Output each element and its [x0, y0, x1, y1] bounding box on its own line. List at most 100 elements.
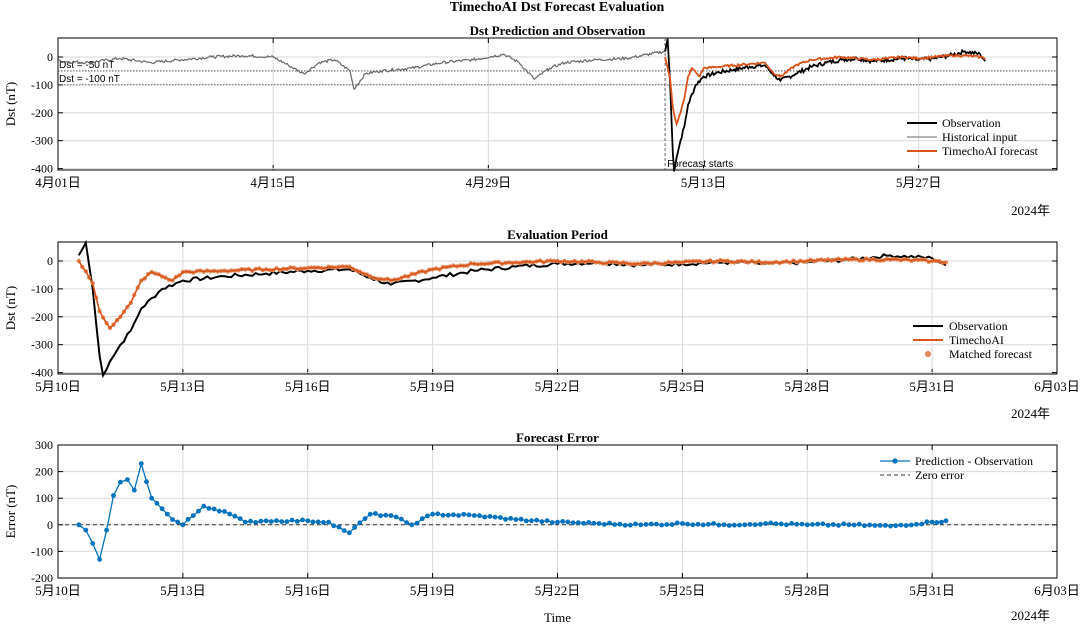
- y-tick-label: 200: [35, 465, 53, 479]
- y-tick-label: -200: [31, 106, 53, 120]
- legend-label: TimechoAI: [949, 333, 1004, 347]
- historical-input-line: [57, 50, 666, 90]
- error-point: [90, 541, 96, 546]
- error-point: [680, 521, 685, 526]
- error-point: [149, 495, 155, 501]
- error-point: [315, 519, 321, 525]
- error-point: [570, 520, 576, 526]
- error-point: [633, 521, 638, 527]
- error-point: [768, 520, 774, 526]
- y-tick-label: -400: [31, 366, 53, 380]
- error-point: [934, 520, 940, 525]
- y-tick-label: -100: [31, 544, 53, 558]
- panel-title: Dst Prediction and Observation: [470, 23, 646, 38]
- error-point: [414, 520, 420, 526]
- error-point: [508, 516, 514, 521]
- error-point: [591, 520, 597, 526]
- y-tick-label: -100: [31, 282, 53, 296]
- legend-label: Observation: [949, 319, 1008, 333]
- error-point: [258, 518, 264, 524]
- error-point: [534, 517, 540, 523]
- error-point: [882, 523, 888, 528]
- y-tick-label: -200: [31, 310, 53, 324]
- x-tick-label: 5月10日: [35, 379, 81, 394]
- error-point: [451, 512, 456, 518]
- error-line: [78, 461, 947, 562]
- error-point: [513, 517, 519, 522]
- error-point: [310, 519, 316, 525]
- error-point: [721, 522, 727, 528]
- error-point: [388, 513, 394, 518]
- error-point: [549, 520, 555, 525]
- error-point: [242, 519, 248, 525]
- error-point: [596, 521, 602, 526]
- error-point: [862, 523, 867, 529]
- plot-frame: [57, 241, 1058, 375]
- x-tick-label: 4月01日: [35, 175, 81, 190]
- panel-title: Forecast Error: [516, 430, 599, 445]
- error-point: [685, 521, 690, 527]
- x-tick-label: 6月03日: [1034, 583, 1080, 598]
- error-point: [232, 513, 238, 519]
- error-point: [695, 521, 701, 527]
- error-point: [190, 513, 196, 518]
- error-point: [539, 519, 545, 524]
- x-tick-label: 5月31日: [909, 379, 955, 394]
- error-point: [227, 511, 233, 517]
- error-point: [601, 522, 607, 527]
- error-point: [362, 516, 368, 522]
- error-point: [752, 522, 758, 528]
- year-label: 2024年: [1011, 406, 1050, 421]
- figure-title: TimechoAI Dst Forecast Evaluation: [450, 0, 665, 15]
- error-point: [154, 500, 160, 506]
- forecast-line: [664, 53, 986, 127]
- error-point: [118, 479, 123, 485]
- x-tick-label: 5月27日: [896, 175, 942, 190]
- panel-evaluation-period: 5月10日 5月13日 5月16日 5月19日 5月22日 5月25日 5月28日 5月31日…: [3, 227, 1080, 421]
- error-point: [846, 522, 852, 528]
- error-point: [825, 522, 831, 528]
- error-point: [664, 522, 670, 527]
- error-point: [435, 511, 441, 517]
- error-point: [456, 513, 461, 518]
- error-point: [555, 519, 560, 525]
- error-point: [175, 519, 181, 525]
- error-point: [820, 521, 826, 527]
- error-point: [560, 519, 566, 524]
- error-point: [97, 557, 102, 562]
- year-label: 2024年: [1011, 608, 1050, 623]
- y-tick-label: 300: [35, 438, 53, 452]
- year-label: 2024年: [1011, 203, 1050, 218]
- x-tick-label: 5月22日: [535, 583, 581, 598]
- error-point: [726, 523, 732, 528]
- error-point: [877, 523, 883, 528]
- error-point: [341, 528, 347, 533]
- error-point: [654, 521, 659, 527]
- legend-swatch: [892, 458, 898, 464]
- error-point: [523, 518, 529, 524]
- error-point: [943, 518, 949, 524]
- error-point: [131, 487, 137, 493]
- error-point: [586, 520, 592, 525]
- error-point: [648, 521, 654, 527]
- plot-frame: [57, 37, 1058, 171]
- error-point: [799, 521, 805, 527]
- error-point: [659, 522, 664, 528]
- x-tick-label: 5月16日: [285, 379, 331, 394]
- error-point: [893, 523, 899, 529]
- x-tick-label: 5月10日: [35, 583, 81, 598]
- error-point: [305, 518, 311, 524]
- y-axis-label: Error (nT): [3, 485, 18, 539]
- error-point: [706, 521, 711, 527]
- error-point: [367, 511, 373, 517]
- error-point: [253, 520, 259, 525]
- error-point: [794, 521, 800, 527]
- error-point: [503, 516, 508, 522]
- error-point: [898, 522, 904, 528]
- error-point: [851, 522, 857, 528]
- x-tick-label: 5月31日: [909, 583, 955, 598]
- error-point: [841, 521, 847, 527]
- error-point: [565, 519, 571, 525]
- error-point: [867, 522, 873, 528]
